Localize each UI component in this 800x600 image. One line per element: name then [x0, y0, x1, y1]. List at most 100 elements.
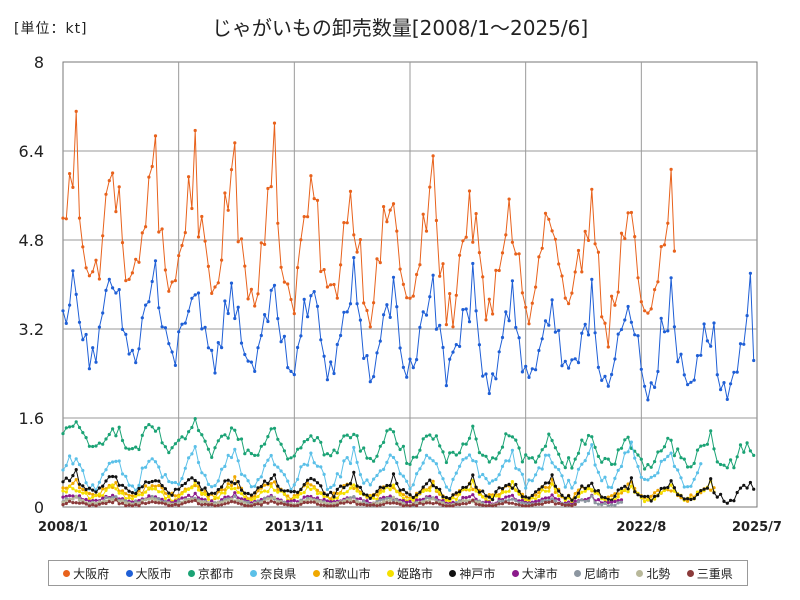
data-point	[583, 499, 587, 503]
data-point	[84, 481, 88, 485]
data-point	[491, 456, 495, 460]
data-point	[514, 325, 518, 330]
data-point	[573, 481, 577, 485]
data-point	[134, 491, 138, 496]
data-point	[153, 460, 158, 464]
data-point	[319, 503, 323, 507]
data-point	[553, 237, 558, 241]
data-point	[200, 503, 204, 507]
data-point	[183, 466, 187, 470]
data-point	[190, 499, 194, 503]
data-point	[699, 444, 703, 448]
data-point	[71, 185, 75, 189]
data-point	[226, 436, 230, 440]
data-point	[567, 494, 571, 498]
data-point	[233, 141, 237, 145]
data-point	[68, 484, 72, 488]
data-point	[603, 374, 607, 378]
data-point	[276, 490, 280, 494]
data-point	[520, 495, 525, 499]
data-point	[494, 494, 498, 498]
data-point	[514, 482, 518, 487]
data-point	[253, 496, 257, 501]
data-point	[709, 344, 713, 348]
data-point	[233, 447, 237, 451]
data-point	[229, 455, 234, 460]
data-point	[626, 450, 630, 454]
data-point	[507, 459, 511, 463]
data-point	[101, 442, 105, 446]
data-point	[61, 495, 65, 499]
data-point	[686, 499, 690, 503]
data-point	[636, 276, 640, 280]
data-point	[610, 485, 614, 490]
legend-label: 大阪市	[135, 566, 172, 581]
data-point	[388, 488, 392, 492]
data-point	[64, 501, 68, 506]
data-point	[329, 485, 333, 489]
y-tick-label: 4.8	[19, 231, 44, 250]
data-point	[77, 494, 82, 498]
data-point	[173, 363, 177, 367]
data-point	[183, 498, 187, 502]
data-point	[167, 289, 171, 293]
data-point	[117, 425, 121, 429]
data-point	[659, 449, 663, 453]
series-line	[62, 257, 755, 401]
data-point	[451, 350, 455, 354]
data-point	[345, 433, 349, 437]
data-point	[461, 498, 465, 503]
data-point	[547, 500, 551, 504]
data-point	[372, 459, 376, 463]
data-point	[441, 495, 445, 499]
data-point	[573, 357, 577, 361]
data-point	[550, 499, 554, 504]
data-point	[722, 381, 726, 385]
data-point	[239, 499, 244, 503]
data-point	[583, 442, 587, 446]
data-point	[147, 494, 151, 498]
data-point	[282, 280, 286, 284]
data-point	[448, 451, 452, 455]
data-point	[378, 444, 382, 448]
data-point	[239, 437, 244, 441]
data-point	[243, 352, 247, 357]
data-point	[74, 478, 78, 482]
data-point	[220, 503, 224, 507]
data-point	[481, 453, 485, 457]
data-point	[190, 476, 194, 480]
data-point	[365, 493, 369, 497]
data-point	[226, 453, 230, 457]
data-point	[395, 460, 399, 465]
data-point	[153, 429, 158, 433]
data-point	[434, 327, 438, 331]
data-point	[507, 197, 511, 201]
data-point	[686, 485, 690, 489]
data-point	[286, 494, 290, 498]
data-point	[220, 501, 224, 505]
data-point	[91, 492, 95, 496]
data-point	[319, 484, 323, 488]
data-point	[590, 277, 594, 281]
data-point	[606, 500, 610, 505]
data-point	[593, 501, 597, 505]
data-point	[144, 426, 148, 430]
data-point	[603, 475, 607, 479]
data-point	[97, 441, 101, 445]
data-point	[461, 495, 465, 500]
data-point	[306, 478, 310, 482]
data-point	[124, 332, 128, 336]
data-point	[434, 218, 438, 223]
data-point	[391, 501, 396, 505]
data-point	[633, 456, 637, 460]
data-point	[61, 489, 65, 493]
data-point	[593, 489, 597, 493]
x-tick-label: 2022/8	[616, 520, 666, 535]
data-point	[289, 297, 293, 302]
data-point	[239, 472, 244, 476]
data-point	[157, 230, 161, 234]
data-point	[335, 496, 339, 500]
data-point	[335, 487, 339, 491]
data-point	[177, 482, 181, 486]
data-point	[395, 442, 399, 446]
